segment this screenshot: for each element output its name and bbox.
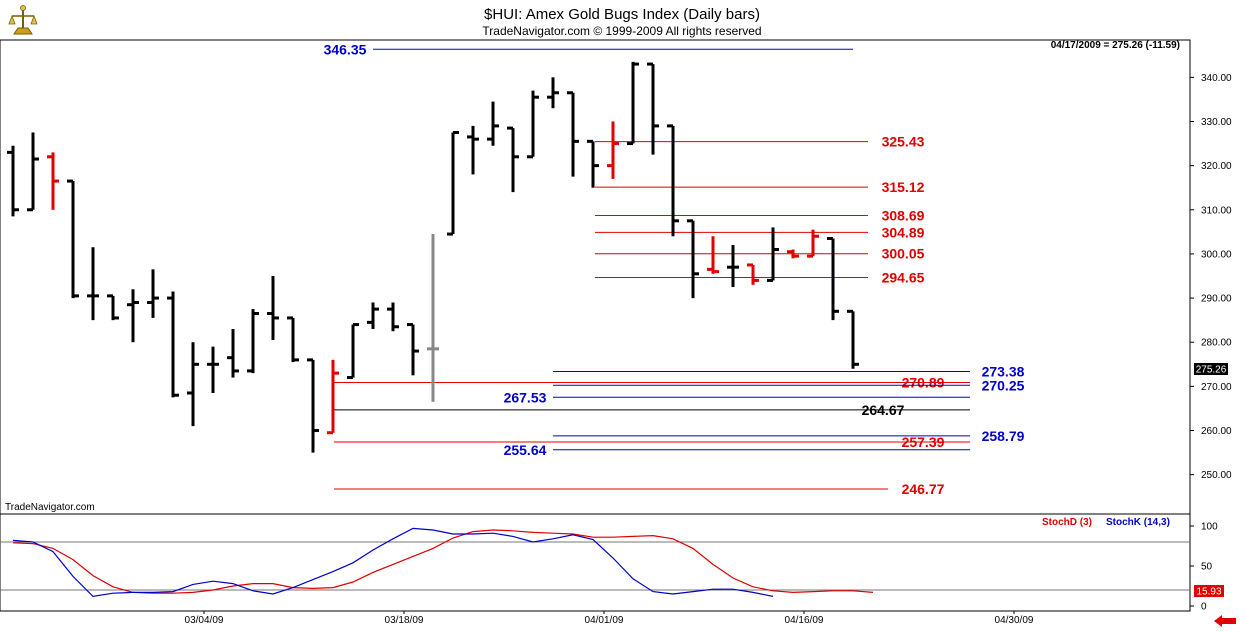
price-axis-tick-label: 340.00 <box>1201 73 1232 84</box>
ohlc-bar <box>567 91 579 177</box>
level-label-267.53: 267.53 <box>504 389 547 405</box>
price-axis-tick-label: 320.00 <box>1201 161 1232 172</box>
ohlc-bar <box>207 346 219 393</box>
last-price-tag: 275.26 <box>1194 363 1228 376</box>
x-axis-tick-label: 04/16/09 <box>785 615 824 626</box>
level-label-264.67: 264.67 <box>862 402 905 418</box>
ohlc-bar <box>427 234 439 402</box>
watermark: TradeNavigator.com <box>5 502 95 513</box>
stoch-value-tag: 15.93 <box>1194 585 1224 598</box>
ohlc-bar <box>147 269 159 318</box>
ohlc-bar <box>67 179 79 299</box>
ohlc-bar <box>347 323 359 380</box>
level-label-246.77: 246.77 <box>902 481 945 497</box>
price-axis-tick-label: 260.00 <box>1201 426 1232 437</box>
price-axis-tick-label: 250.00 <box>1201 470 1232 481</box>
ohlc-bar <box>47 152 59 210</box>
ohlc-bar <box>447 131 459 236</box>
price-axis-tick-label: 310.00 <box>1201 205 1232 216</box>
x-axis: 03/04/09 03/18/09 04/01/09 04/16/09 04/30/09 <box>185 611 1034 626</box>
ohlc-bar <box>607 121 619 179</box>
ohlc-bar <box>587 139 599 188</box>
stoch-lines <box>12 527 874 598</box>
ohlc-bar <box>767 227 779 282</box>
ohlc-bar <box>727 245 739 288</box>
chart-subtitle: TradeNavigator.com © 1999-2009 All right… <box>482 24 761 38</box>
level-label-255.64: 255.64 <box>504 442 547 458</box>
ohlc-bar <box>287 316 299 363</box>
ohlc-bar <box>847 309 859 369</box>
ohlc-bar <box>787 249 799 259</box>
bars <box>7 61 859 453</box>
ohlc-bar <box>507 126 519 193</box>
ohlc-bar <box>187 342 199 427</box>
price-axis: 250.00 260.00 270.00 280.00 290.00 300.00 310.… <box>1190 73 1232 481</box>
level-label-257.39: 257.39 <box>902 434 945 450</box>
x-axis-tick-label: 03/04/09 <box>185 615 224 626</box>
last-price-label: 275.26 <box>1196 365 1227 376</box>
stoch-value-label: 15.93 <box>1196 587 1221 598</box>
level-label-325.43: 325.43 <box>882 134 925 150</box>
level-label-315.12: 315.12 <box>882 179 925 195</box>
stoch-series-line <box>12 527 774 598</box>
price-axis-tick-label: 300.00 <box>1201 249 1232 260</box>
level-label-270.89: 270.89 <box>902 374 945 390</box>
ohlc-bar <box>687 219 699 299</box>
stoch-k-legend: StochK (14,3) <box>1106 517 1170 528</box>
ohlc-bar <box>747 263 759 285</box>
ohlc-bar <box>367 302 379 329</box>
ohlc-bar <box>467 125 479 175</box>
ohlc-bar <box>107 294 119 321</box>
ohlc-bar <box>267 276 279 341</box>
ohlc-bar <box>527 90 539 159</box>
ohlc-bar <box>807 229 819 258</box>
last-quote: 04/17/2009 = 275.26 (-11.59) <box>1051 40 1180 51</box>
logo-icon <box>8 4 38 38</box>
stoch-series-line <box>12 529 874 594</box>
ohlc-bar <box>707 236 719 274</box>
ohlc-bar <box>27 132 39 212</box>
stoch-d-legend: StochD (3) <box>1042 517 1092 528</box>
ohlc-bar <box>627 61 639 146</box>
chart-title: $HUI: Amex Gold Bugs Index (Daily bars) <box>484 6 760 23</box>
price-axis-tick-label: 330.00 <box>1201 117 1232 128</box>
x-axis-tick-label: 04/01/09 <box>585 615 624 626</box>
ohlc-bar <box>7 145 19 217</box>
x-axis-tick-label: 04/30/09 <box>995 615 1034 626</box>
ohlc-bar <box>327 359 339 435</box>
level-label-270.25: 270.25 <box>982 377 1025 393</box>
price-axis-tick-label: 280.00 <box>1201 338 1232 349</box>
ohlc-bar <box>387 302 399 332</box>
ohlc-bar <box>127 289 139 343</box>
level-label-258.79: 258.79 <box>982 428 1025 444</box>
stoch-axis-tick-label: 100 <box>1201 522 1218 533</box>
scroll-left-icon[interactable] <box>1210 614 1240 628</box>
price-axis-tick-label: 290.00 <box>1201 294 1232 305</box>
price-axis-tick-label: 270.00 <box>1201 382 1232 393</box>
ohlc-bar <box>227 328 239 378</box>
ohlc-bar <box>307 358 319 453</box>
ohlc-bar <box>827 236 839 321</box>
ohlc-bar <box>407 323 419 376</box>
ohlc-bar <box>87 247 99 321</box>
ohlc-bar <box>487 101 499 146</box>
stoch-axis-tick-label: 0 <box>1201 602 1207 613</box>
ohlc-bar <box>647 62 659 155</box>
ohlc-bar <box>667 124 679 237</box>
level-label-273.38: 273.38 <box>982 363 1025 379</box>
level-label-308.69: 308.69 <box>882 208 925 224</box>
level-label-294.65: 294.65 <box>882 270 925 286</box>
ohlc-bar <box>547 77 559 109</box>
level-label-300.05: 300.05 <box>882 246 925 262</box>
ohlc-bar <box>167 291 179 398</box>
stoch-axis-tick-label: 50 <box>1201 562 1213 573</box>
x-axis-tick-label: 03/18/09 <box>385 615 424 626</box>
ohlc-bar <box>247 309 259 374</box>
level-label-346.35: 346.35 <box>324 41 367 57</box>
level-label-304.89: 304.89 <box>882 224 925 240</box>
